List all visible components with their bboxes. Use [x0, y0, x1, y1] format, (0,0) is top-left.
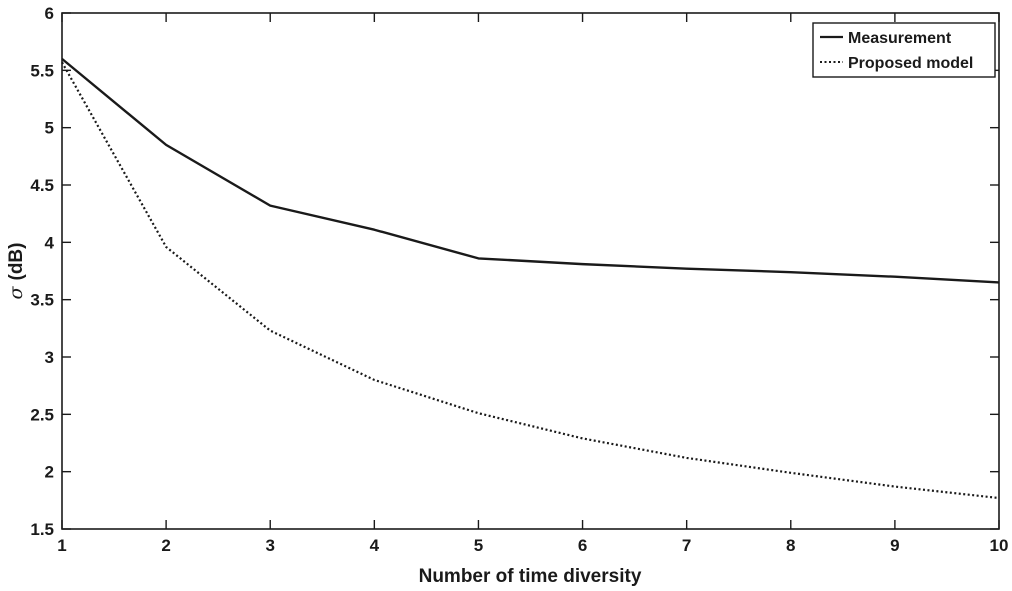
- x-tick-label: 4: [370, 536, 380, 555]
- x-tick-label: 8: [786, 536, 795, 555]
- legend: Measurement Proposed model: [812, 22, 996, 78]
- x-axis-label: Number of time diversity: [419, 566, 642, 587]
- plot-frame: [61, 12, 1000, 530]
- series-line-measurement: [61, 57, 1000, 284]
- y-ticks: 1.5 2 2.5 3 3.5 4 4.5 5 5.5 6: [30, 4, 999, 539]
- x-tick-label: 2: [161, 536, 170, 555]
- legend-box: [812, 22, 996, 78]
- x-tick-label: 7: [682, 536, 691, 555]
- y-tick-label: 4: [45, 233, 55, 252]
- x-tick-label: 9: [890, 536, 899, 555]
- x-tick-label: 5: [474, 536, 483, 555]
- y-tick-label: 5: [45, 119, 54, 138]
- plot-area: [62, 13, 999, 529]
- y-axis-label-symbol: σ: [5, 285, 27, 299]
- series-line-proposed-model: [61, 61, 1000, 500]
- y-tick-label: 5.5: [30, 61, 54, 80]
- x-tick-label: 1: [57, 536, 66, 555]
- legend-label-measurement: Measurement: [848, 30, 952, 47]
- y-axis-label-unit: (dB): [6, 243, 27, 281]
- x-tick-label: 6: [578, 536, 587, 555]
- y-tick-label: 4.5: [30, 176, 54, 195]
- y-axis-label: σ (dB): [5, 243, 27, 300]
- y-tick-label: 6: [45, 4, 54, 23]
- x-tick-label: 3: [265, 536, 274, 555]
- x-tick-label: 10: [990, 536, 1009, 555]
- y-tick-label: 3.5: [30, 291, 54, 310]
- y-tick-label: 2.5: [30, 405, 54, 424]
- series-layer: [61, 57, 1000, 500]
- y-tick-label: 3: [45, 348, 54, 367]
- legend-label-proposed-model: Proposed model: [848, 55, 973, 72]
- y-tick-label: 2: [45, 463, 54, 482]
- y-tick-label: 1.5: [30, 520, 54, 539]
